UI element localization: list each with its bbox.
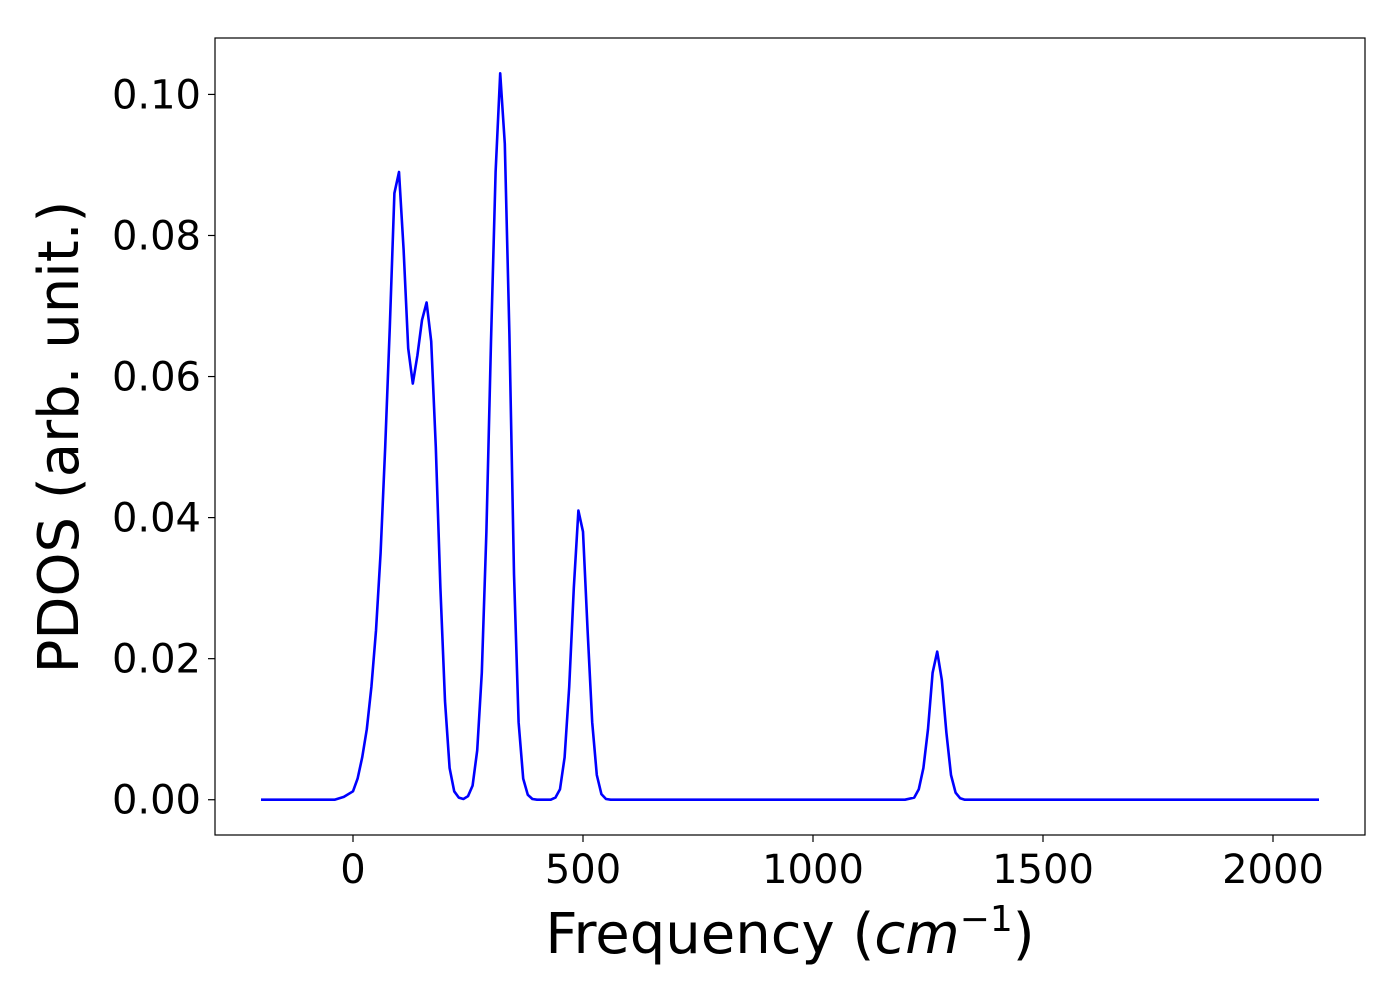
y-tick-label: 0.06 bbox=[112, 355, 201, 401]
x-tick-label: 2000 bbox=[1222, 847, 1324, 893]
x-tick-label: 500 bbox=[545, 847, 621, 893]
y-tick-label: 0.02 bbox=[112, 637, 201, 683]
y-tick-label: 0.08 bbox=[112, 213, 201, 259]
x-axis-title-exponent: −1 bbox=[960, 899, 1013, 940]
series-line bbox=[261, 72, 1319, 802]
x-axis-title-close: ) bbox=[1013, 902, 1035, 967]
y-tick-label: 0.10 bbox=[112, 72, 201, 118]
x-axis-title: Frequency (cm−1) bbox=[545, 899, 1034, 967]
y-axis-ticks: 0.00 0.02 0.04 0.06 0.08 0.10 bbox=[112, 72, 215, 824]
x-axis-title-main: Frequency ( bbox=[545, 902, 874, 967]
x-tick-label: 1500 bbox=[992, 847, 1094, 893]
x-tick-label: 0 bbox=[340, 847, 365, 893]
x-axis-title-unit: cm bbox=[874, 902, 959, 967]
plot-frame bbox=[214, 37, 1366, 836]
y-axis-title: PDOS (arb. unit.) bbox=[27, 201, 92, 674]
x-axis-ticks: 0 500 1000 1500 2000 bbox=[340, 835, 1324, 893]
x-tick-label: 1000 bbox=[762, 847, 864, 893]
series-layer bbox=[261, 72, 1319, 802]
y-tick-label: 0.00 bbox=[112, 778, 201, 824]
y-tick-label: 0.04 bbox=[112, 496, 201, 542]
